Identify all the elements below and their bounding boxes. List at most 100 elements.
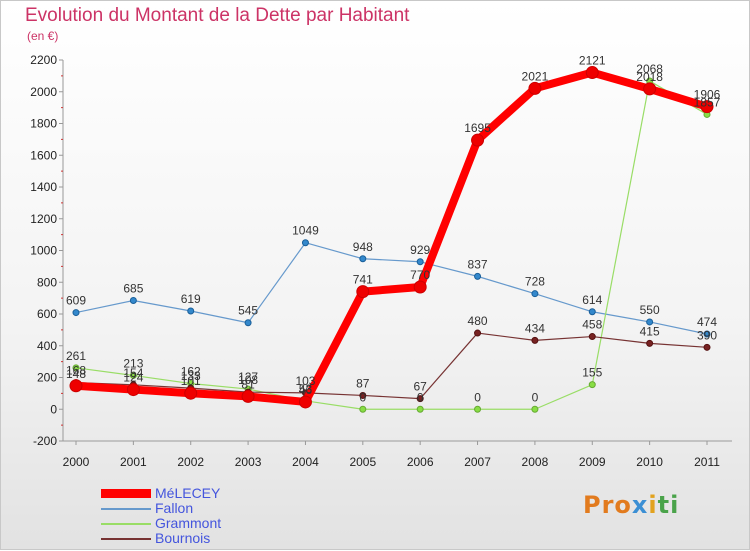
data-point-fallon bbox=[474, 272, 482, 280]
y-tick-label: 1800 bbox=[30, 117, 57, 131]
data-label: 127 bbox=[238, 370, 258, 384]
data-point-m-lecey bbox=[241, 389, 255, 403]
data-point-grammont bbox=[416, 405, 424, 413]
data-label: 545 bbox=[238, 304, 258, 318]
data-label: 87 bbox=[356, 376, 370, 390]
legend-label: Fallon bbox=[155, 500, 194, 516]
legend-label: Grammont bbox=[155, 515, 222, 531]
data-label: 458 bbox=[582, 318, 602, 332]
data-label: 837 bbox=[468, 257, 488, 271]
data-label: 2018 bbox=[636, 70, 663, 84]
data-point-fallon bbox=[359, 255, 367, 263]
data-label: 133 bbox=[181, 369, 201, 383]
data-point-m-lecey bbox=[528, 81, 542, 95]
data-label: 168 bbox=[66, 364, 86, 378]
data-label: 2021 bbox=[522, 69, 549, 83]
x-tick-label: 2009 bbox=[579, 455, 606, 469]
data-label: 770 bbox=[410, 268, 430, 282]
x-tick-label: 2004 bbox=[292, 455, 319, 469]
data-point-bournois bbox=[531, 336, 539, 344]
x-tick-label: 2003 bbox=[235, 455, 262, 469]
data-label: 103 bbox=[295, 374, 315, 388]
data-point-fallon bbox=[129, 297, 137, 305]
data-point-m-lecey bbox=[585, 66, 599, 80]
y-tick-label: 1600 bbox=[30, 148, 57, 162]
data-point-bournois bbox=[588, 333, 596, 341]
x-tick-label: 2005 bbox=[349, 455, 376, 469]
data-point-m-lecey bbox=[471, 133, 485, 147]
y-tick-label: 800 bbox=[37, 275, 57, 289]
data-label: 1906 bbox=[694, 88, 721, 102]
y-tick-label: 2000 bbox=[30, 85, 57, 99]
x-tick-label: 2011 bbox=[694, 455, 720, 469]
legend-item: MéLECEY bbox=[101, 486, 221, 501]
x-tick-label: 2010 bbox=[636, 455, 663, 469]
data-label: 2068 bbox=[636, 62, 663, 76]
data-point-fallon bbox=[588, 308, 596, 316]
y-tick-label: 600 bbox=[37, 307, 57, 321]
data-point-fallon bbox=[72, 309, 80, 317]
data-point-m-lecey bbox=[700, 100, 714, 114]
data-label: 685 bbox=[123, 282, 143, 296]
legend-label: MéLECEY bbox=[155, 485, 221, 501]
data-point-m-lecey bbox=[643, 82, 657, 96]
data-point-fallon bbox=[244, 319, 252, 327]
data-label: 948 bbox=[353, 240, 373, 254]
legend: MéLECEY Fallon Grammont Bournois bbox=[101, 486, 221, 546]
x-tick-label: 2007 bbox=[464, 455, 491, 469]
data-label: 550 bbox=[640, 303, 660, 317]
legend-item: Bournois bbox=[101, 531, 221, 546]
chart-title: Evolution du Montant de la Dette par Hab… bbox=[25, 5, 410, 26]
y-tick-label: 1000 bbox=[30, 244, 57, 258]
data-point-grammont bbox=[129, 371, 137, 379]
y-tick-label: -200 bbox=[33, 434, 57, 448]
data-point-grammont bbox=[588, 381, 596, 389]
data-label: 154 bbox=[123, 366, 143, 380]
data-point-m-lecey bbox=[413, 280, 427, 294]
legend-swatch bbox=[101, 522, 151, 525]
data-label: 67 bbox=[414, 380, 428, 394]
data-point-bournois bbox=[359, 391, 367, 399]
data-label: 124 bbox=[123, 371, 143, 385]
data-label: 155 bbox=[582, 366, 602, 380]
data-label: 81 bbox=[241, 377, 255, 391]
data-point-bournois bbox=[416, 395, 424, 403]
data-label: 0 bbox=[359, 390, 366, 404]
legend-swatch bbox=[101, 507, 151, 510]
chart-unit: (en €) bbox=[27, 29, 59, 43]
data-label: 609 bbox=[66, 294, 86, 308]
data-label: 1695 bbox=[464, 121, 491, 135]
data-point-grammont bbox=[72, 364, 80, 372]
data-label: 2121 bbox=[579, 54, 606, 68]
legend-label: Bournois bbox=[155, 530, 211, 546]
data-point-bournois bbox=[646, 339, 654, 347]
data-label: 46 bbox=[299, 383, 313, 397]
data-label: 390 bbox=[697, 328, 717, 342]
data-label: 108 bbox=[238, 373, 258, 387]
data-label: 148 bbox=[66, 367, 86, 381]
data-label: 434 bbox=[525, 321, 545, 335]
data-point-m-lecey bbox=[69, 379, 83, 393]
data-point-fallon bbox=[703, 330, 711, 338]
series-line-fallon bbox=[75, 242, 708, 335]
data-point-m-lecey bbox=[126, 383, 140, 397]
series-line-bournois bbox=[75, 332, 708, 400]
data-point-m-lecey bbox=[298, 395, 312, 409]
data-label: 1857 bbox=[694, 95, 721, 109]
data-point-fallon bbox=[531, 290, 539, 298]
data-point-grammont bbox=[359, 405, 367, 413]
data-label: 415 bbox=[640, 324, 660, 338]
y-tick-label: 0 bbox=[50, 402, 57, 416]
data-label: 728 bbox=[525, 275, 545, 289]
y-tick-label: 200 bbox=[37, 371, 57, 385]
data-point-m-lecey bbox=[356, 285, 370, 299]
data-label: 741 bbox=[353, 273, 373, 287]
series-line-m-lecey bbox=[75, 68, 709, 406]
data-point-bournois bbox=[474, 329, 482, 337]
x-tick-label: 2002 bbox=[177, 455, 204, 469]
data-point-grammont bbox=[531, 405, 539, 413]
data-point-fallon bbox=[646, 318, 654, 326]
data-point-fallon bbox=[187, 307, 195, 315]
data-label: 0 bbox=[417, 390, 424, 404]
data-label: 162 bbox=[181, 365, 201, 379]
